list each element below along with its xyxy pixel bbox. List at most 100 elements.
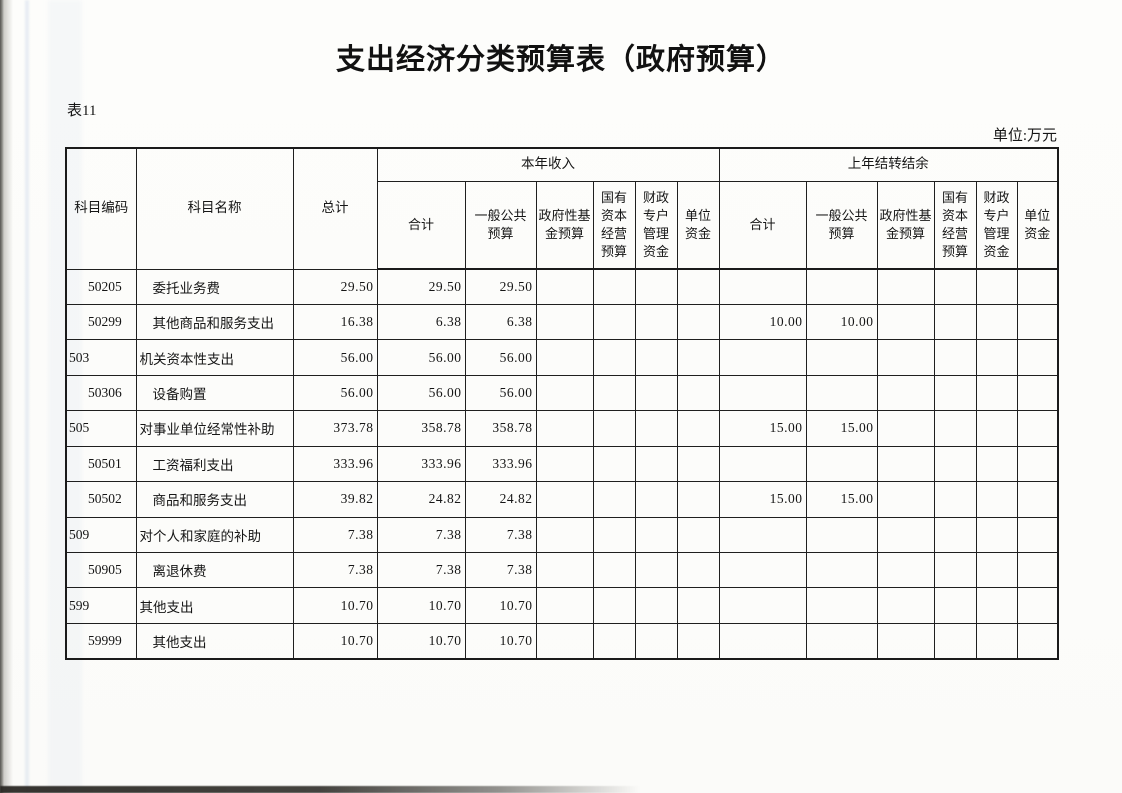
subject-code-cell: 59999	[65, 622, 137, 660]
table-row: 50501 工资福利支出 333.96 333.96 333.96	[65, 445, 1059, 483]
value-cell-carryover-state-capital-budget	[933, 374, 977, 412]
table-row: 50205 委托业务费 29.50 29.50 29.50	[65, 268, 1059, 305]
subject-code-cell: 599	[65, 587, 137, 624]
value-cell-carryover-state-capital-budget	[933, 445, 977, 483]
table-row: 509 对个人和家庭的补助 7.38 7.38 7.38	[65, 516, 1059, 554]
value-cell-current-year-state-capital-budget	[592, 516, 636, 554]
value-cell-current-year-fiscal-special-account-funds	[634, 516, 678, 554]
value-cell-current-year-state-capital-budget	[592, 551, 636, 589]
value-cell-current-year-fiscal-special-account-funds	[634, 445, 678, 483]
subject-code-cell: 50205	[65, 268, 137, 305]
value-cell-carryover-state-capital-budget	[933, 303, 977, 341]
subject-name-cell: 其他支出	[135, 622, 294, 660]
subcol-header-current-year-fiscal-special-account-funds: 财政专户管理资金	[634, 180, 678, 270]
value-cell-current-year-total: 24.82	[376, 481, 466, 518]
value-cell-grand-total: 56.00	[292, 339, 378, 376]
value-cell-carryover-general-public-budget	[805, 374, 878, 412]
value-cell-current-year-general-public-budget: 333.96	[464, 445, 537, 483]
page-title: 支出经济分类预算表（政府预算）	[335, 44, 786, 76]
subcol-header-carryover-general-public-budget: 一般公共预算	[805, 180, 878, 270]
value-cell-current-year-fiscal-special-account-funds	[634, 410, 678, 447]
value-cell-carryover-state-capital-budget	[933, 551, 977, 589]
value-cell-carryover-govt-fund-budget	[876, 445, 935, 483]
table-row: 599 其他支出 10.70 10.70 10.70	[65, 587, 1059, 624]
group-header-prior-year-carryover: 上年结转结余	[718, 147, 1059, 182]
value-cell-current-year-total: 333.96	[376, 445, 466, 483]
subcol-header-label: 单位资金	[684, 207, 711, 241]
value-cell-current-year-govt-fund-budget	[535, 587, 594, 624]
value-cell-carryover-govt-fund-budget	[876, 622, 935, 660]
value-cell-current-year-govt-fund-budget	[535, 410, 594, 447]
value-cell-current-year-unit-funds	[676, 410, 720, 447]
subcol-header-label: 单位资金	[1024, 207, 1051, 241]
value-cell-carryover-govt-fund-budget	[876, 339, 935, 376]
value-cell-carryover-govt-fund-budget	[876, 268, 935, 305]
subcol-header-label: 国有资本经营预算	[600, 189, 627, 259]
value-cell-carryover-unit-funds	[1016, 410, 1059, 447]
value-cell-current-year-govt-fund-budget	[535, 481, 594, 518]
value-cell-current-year-fiscal-special-account-funds	[634, 587, 678, 624]
value-cell-current-year-fiscal-special-account-funds	[634, 551, 678, 589]
scan-edge-bottom-shadow	[0, 786, 640, 793]
value-cell-current-year-fiscal-special-account-funds	[634, 339, 678, 376]
subcol-header-current-year-govt-fund-budget: 政府性基金预算	[535, 180, 594, 270]
value-cell-current-year-unit-funds	[676, 303, 720, 341]
value-cell-carryover-state-capital-budget	[933, 622, 977, 660]
subcol-header-carryover-govt-fund-budget: 政府性基金预算	[876, 180, 935, 270]
value-cell-current-year-state-capital-budget	[592, 268, 636, 305]
value-cell-current-year-state-capital-budget	[592, 481, 636, 518]
value-cell-current-year-fiscal-special-account-funds	[634, 303, 678, 341]
value-cell-carryover-state-capital-budget	[933, 481, 977, 518]
table-number-label: 表11	[67, 103, 97, 119]
value-cell-carryover-unit-funds	[1016, 622, 1059, 660]
value-cell-current-year-govt-fund-budget	[535, 268, 594, 305]
subject-name-cell: 机关资本性支出	[135, 339, 294, 376]
value-cell-carryover-govt-fund-budget	[876, 303, 935, 341]
value-cell-carryover-total	[718, 339, 807, 376]
value-cell-current-year-fiscal-special-account-funds	[634, 374, 678, 412]
value-cell-grand-total: 10.70	[292, 587, 378, 624]
value-cell-carryover-state-capital-budget	[933, 410, 977, 447]
subject-code-cell: 509	[65, 516, 137, 554]
subcol-header-label: 政府性基金预算	[538, 207, 591, 241]
value-cell-carryover-total: 10.00	[718, 303, 807, 341]
value-cell-current-year-state-capital-budget	[592, 374, 636, 412]
value-cell-carryover-fiscal-special-account-funds	[975, 551, 1018, 589]
value-cell-current-year-govt-fund-budget	[535, 445, 594, 483]
table-subheader-row: 合计 一般公共预算 政府性基金预算 国有资本经营预算 财政专户管理资金 单位资金 合计 一般公…	[66, 180, 1059, 270]
value-cell-carryover-fiscal-special-account-funds	[975, 622, 1018, 660]
value-cell-carryover-unit-funds	[1016, 374, 1059, 412]
value-cell-carryover-total	[718, 445, 807, 483]
scan-edge-left-shadow	[0, 0, 16, 793]
value-cell-current-year-total: 56.00	[376, 339, 466, 376]
value-cell-current-year-state-capital-budget	[592, 587, 636, 624]
value-cell-current-year-total: 7.38	[376, 516, 466, 554]
table-header-group-row: 科目编码 科目名称 总计 本年收入 上年结转结余	[65, 147, 1059, 270]
table-row: 503 机关资本性支出 56.00 56.00 56.00	[65, 339, 1059, 376]
col-header-grand-total: 总计	[292, 147, 378, 270]
table-row: 50306 设备购置 56.00 56.00 56.00	[65, 374, 1059, 412]
subject-code-cell: 50306	[65, 374, 137, 412]
value-cell-carryover-state-capital-budget	[933, 587, 977, 624]
subcol-header-current-year-state-capital-budget: 国有资本经营预算	[592, 180, 636, 270]
value-cell-current-year-unit-funds	[676, 622, 720, 660]
value-cell-carryover-unit-funds	[1016, 339, 1059, 376]
value-cell-current-year-state-capital-budget	[592, 445, 636, 483]
unit-label: 单位:万元	[992, 128, 1057, 144]
value-cell-current-year-govt-fund-budget	[535, 551, 594, 589]
subject-code-cell: 50502	[65, 481, 137, 518]
subcol-header-carryover-total: 合计	[718, 180, 807, 270]
value-cell-carryover-fiscal-special-account-funds	[975, 481, 1018, 518]
value-cell-carryover-unit-funds	[1016, 587, 1059, 624]
value-cell-current-year-general-public-budget: 10.70	[464, 587, 537, 624]
value-cell-carryover-total: 15.00	[718, 481, 807, 518]
subject-name-cell: 设备购置	[135, 374, 294, 412]
value-cell-carryover-general-public-budget	[805, 516, 878, 554]
value-cell-current-year-general-public-budget: 6.38	[464, 303, 537, 341]
value-cell-carryover-general-public-budget: 10.00	[805, 303, 878, 341]
value-cell-carryover-total: 15.00	[718, 410, 807, 447]
value-cell-current-year-total: 29.50	[376, 268, 466, 305]
value-cell-carryover-govt-fund-budget	[876, 551, 935, 589]
value-cell-grand-total: 7.38	[292, 516, 378, 554]
value-cell-current-year-total: 10.70	[376, 622, 466, 660]
